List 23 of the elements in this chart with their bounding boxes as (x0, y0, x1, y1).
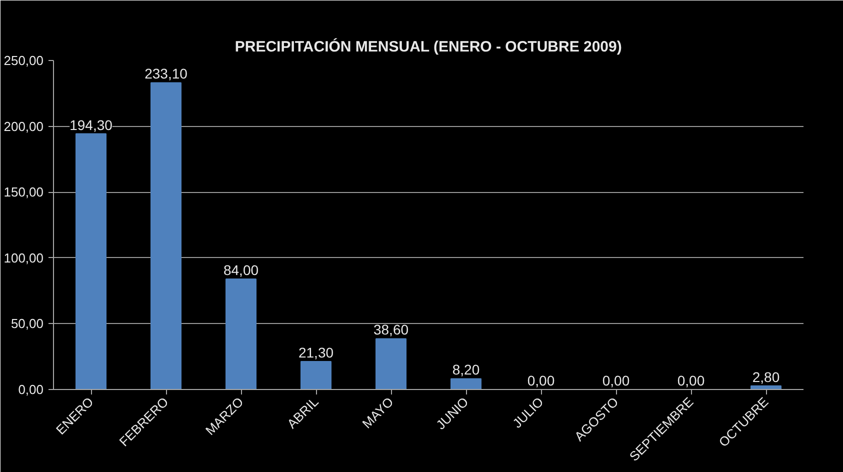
y-tick-label: 250,00 (4, 53, 44, 68)
y-tick-label: 200,00 (4, 118, 44, 134)
y-tick-label: 50,00 (10, 316, 44, 332)
bar (300, 360, 332, 390)
bar (76, 133, 106, 390)
data-label: 0,00 (527, 372, 555, 388)
data-label: 0,00 (602, 372, 630, 388)
bar (376, 338, 406, 390)
bar (450, 378, 482, 390)
chart-title: PRECIPITACIÓN MENSUAL (ENERO - OCTUBRE 2009) (234, 38, 622, 56)
bar (226, 278, 256, 390)
data-label: 21,30 (298, 344, 334, 360)
data-label: 2,80 (752, 368, 780, 385)
data-label: 0,00 (677, 372, 705, 388)
data-label: 233,10 (144, 66, 188, 82)
data-label: 38,60 (373, 322, 409, 338)
data-label: 194,30 (70, 116, 113, 133)
data-label: 8,20 (452, 362, 480, 378)
y-tick-label: 0,00 (18, 382, 44, 397)
y-tick-label: 100,00 (4, 250, 44, 266)
bar (150, 82, 182, 390)
data-label: 84,00 (223, 262, 259, 278)
y-tick-label: 150,00 (4, 184, 44, 200)
